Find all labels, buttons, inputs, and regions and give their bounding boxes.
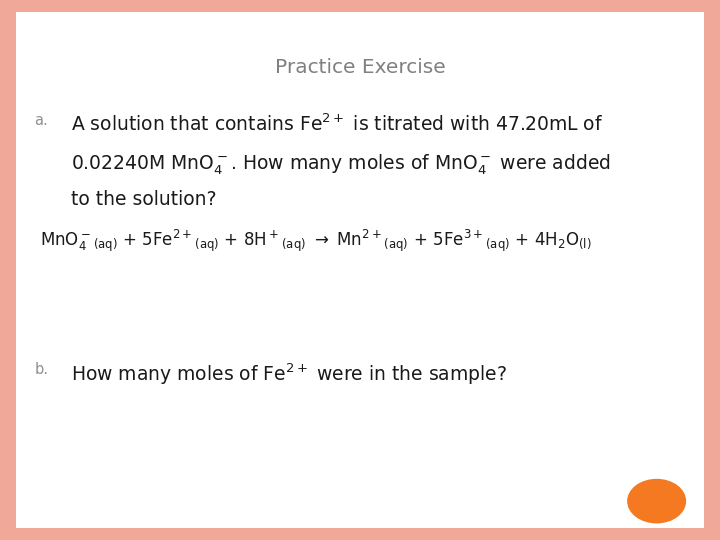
FancyBboxPatch shape [0, 528, 720, 540]
Text: How many moles of Fe$^{2+}$ were in the sample?: How many moles of Fe$^{2+}$ were in the … [71, 362, 507, 387]
Text: to the solution?: to the solution? [71, 190, 216, 209]
FancyBboxPatch shape [0, 0, 16, 540]
FancyBboxPatch shape [0, 0, 720, 12]
Text: Practice Exercise: Practice Exercise [274, 58, 446, 77]
Text: b.: b. [35, 362, 48, 377]
FancyBboxPatch shape [16, 12, 704, 528]
Text: A solution that contains Fe$^{2+}$ is titrated with 47.20mL of: A solution that contains Fe$^{2+}$ is ti… [71, 113, 603, 135]
Circle shape [628, 480, 685, 523]
FancyBboxPatch shape [704, 0, 720, 540]
Text: MnO$_4^-$$_{\mathrm{(aq)}}$ + 5Fe$^{2+}$$_{\mathrm{(aq)}}$ + 8H$^+$$_{\mathrm{(a: MnO$_4^-$$_{\mathrm{(aq)}}$ + 5Fe$^{2+}$… [40, 228, 591, 254]
Text: 0.02240M MnO$_4^-$. How many moles of MnO$_4^-$ were added: 0.02240M MnO$_4^-$. How many moles of Mn… [71, 152, 611, 177]
Text: a.: a. [35, 113, 48, 129]
